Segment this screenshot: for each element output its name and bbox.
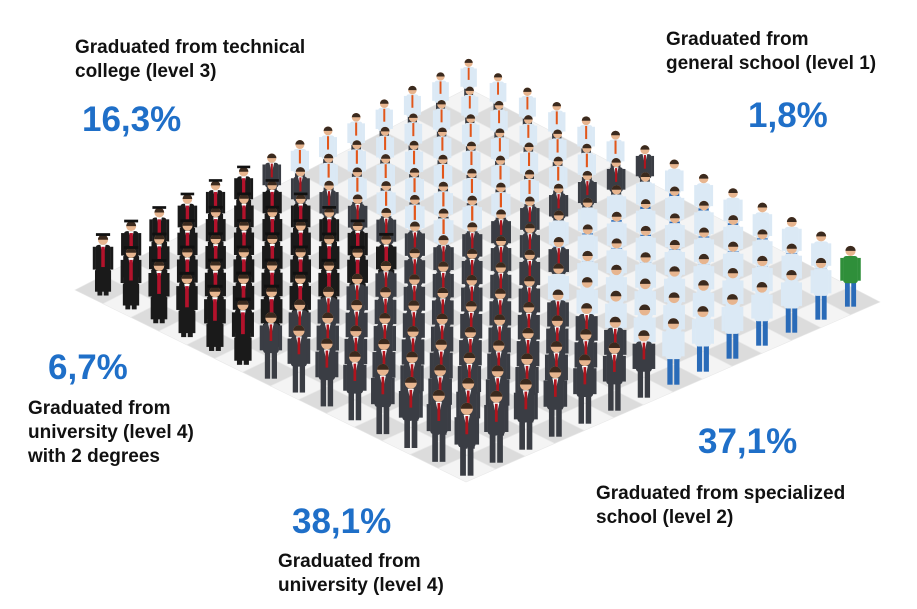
person-figure <box>398 376 423 448</box>
person-figure <box>632 330 656 398</box>
person-figure <box>691 306 714 372</box>
person-figure <box>231 297 254 365</box>
person-figure <box>371 363 395 435</box>
person-figure <box>426 389 451 462</box>
specialized-school-percent: 37,1% <box>698 422 798 461</box>
person-figure <box>120 246 142 310</box>
specialized-school-label: Graduated from specialized school (level… <box>596 483 846 528</box>
person-figure <box>543 366 568 437</box>
person-figure <box>287 325 311 393</box>
technical-college-label: Graduated from technical college (level … <box>75 37 306 82</box>
person-figure <box>204 284 226 351</box>
person-figure <box>780 269 803 333</box>
person-figure <box>176 271 198 338</box>
person-figure <box>810 257 832 320</box>
two-degrees-percent: 6,7% <box>48 348 128 387</box>
person-figure <box>343 351 367 421</box>
person-figure <box>573 354 597 424</box>
university-label: Graduated from university (level 4) <box>278 551 444 596</box>
person-figure <box>840 245 861 307</box>
general-school-label: Graduated from general school (level 1) <box>666 29 877 74</box>
person-figure <box>751 282 773 346</box>
university-percent: 38,1% <box>292 502 392 541</box>
two-degrees-label: Graduated from university (level 4) with… <box>28 398 194 467</box>
general-school-percent: 1,8% <box>748 96 828 135</box>
person-figure <box>315 338 339 407</box>
person-figure <box>259 312 283 379</box>
person-figure <box>662 318 685 385</box>
person-figure <box>602 342 626 411</box>
person-figure <box>484 390 509 463</box>
person-figure <box>148 258 170 324</box>
person-figure <box>454 402 480 476</box>
person-figure <box>92 233 114 296</box>
person-figure <box>513 378 538 450</box>
person-figure <box>721 294 744 359</box>
crowd <box>92 58 861 476</box>
technical-college-percent: 16,3% <box>82 100 182 139</box>
